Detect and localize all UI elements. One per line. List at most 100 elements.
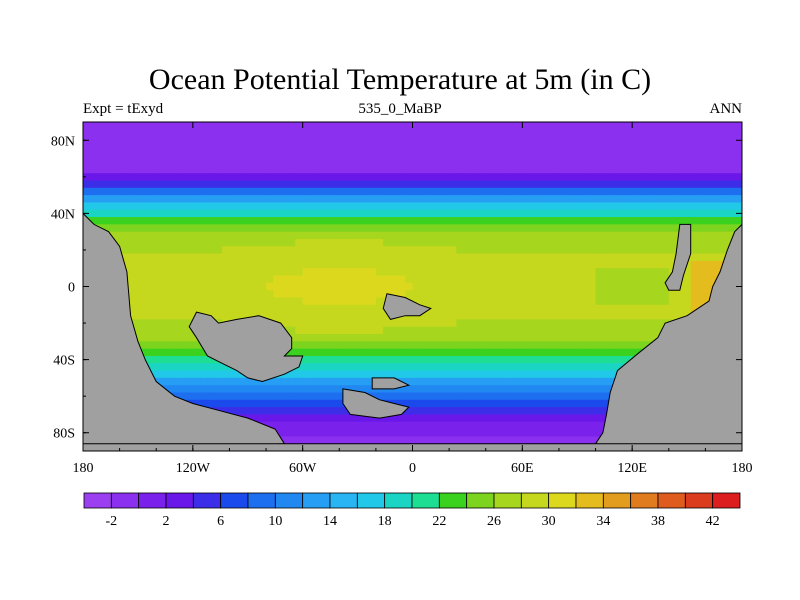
field-cell [493,158,501,167]
field-cell [185,202,194,211]
field-cell [610,297,619,306]
field-cell [544,341,553,350]
field-cell [170,377,179,386]
field-cell [185,260,194,269]
field-cell [236,202,245,211]
field-cell [522,399,531,408]
field-cell [419,341,428,350]
field-cell [500,246,509,255]
field-cell [397,202,406,211]
field-cell [463,348,472,357]
field-cell [288,407,296,416]
field-cell [507,158,516,167]
field-cell [368,246,377,255]
field-cell [617,217,626,225]
field-cell [500,290,509,299]
field-cell [134,290,143,299]
field-cell [229,399,238,408]
field-cell [236,151,245,160]
field-cell [317,217,326,225]
field-cell [258,268,267,277]
field-cell [646,209,655,218]
field-cell [200,377,209,386]
field-cell [222,136,231,145]
field-cell [368,195,377,204]
field-cell [353,304,362,313]
field-cell [536,180,545,189]
field-cell [720,165,728,174]
field-cell [288,297,296,306]
field-cell [104,217,113,225]
field-cell [507,187,516,196]
field-cell [200,355,209,364]
field-cell [178,370,187,379]
field-cell [551,385,560,394]
y-tick-label: 80S [53,427,75,442]
field-cell [566,341,575,350]
field-cell [617,290,626,299]
field-cell [405,377,414,386]
field-cell [588,151,597,160]
field-cell [727,187,736,196]
field-cell [346,385,355,394]
field-cell [617,304,626,313]
field-cell [346,297,355,306]
field-cell [544,180,553,189]
field-cell [346,436,355,445]
field-cell [397,136,406,145]
field-cell [148,260,157,269]
field-cell [427,246,436,255]
field-cell [588,209,597,218]
field-cell [551,151,560,160]
field-cell [134,187,143,196]
field-cell [346,363,355,372]
field-cell [331,377,340,386]
field-cell [331,407,340,416]
colorbar-swatch [602,492,632,509]
field-cell [551,143,560,152]
field-cell [661,268,670,277]
field-cell [258,275,267,284]
field-cell [405,407,414,416]
field-cell [500,224,509,233]
field-cell [449,436,458,445]
field-cell [727,165,736,174]
field-cell [390,268,399,277]
field-cell [170,275,179,284]
field-cell [302,363,311,372]
field-cell [558,363,567,372]
field-cell [478,129,487,138]
field-cell [632,209,641,218]
field-cell [727,122,736,130]
field-cell [449,253,458,262]
field-cell [456,275,465,284]
field-cell [602,209,611,218]
field-cell [434,326,443,335]
field-cell [493,275,501,284]
field-cell [273,377,282,386]
field-cell [324,143,333,152]
field-cell [266,173,274,182]
field-cell [148,158,157,167]
field-cell [463,224,472,233]
field-cell [456,334,465,342]
field-cell [214,246,223,255]
field-cell [617,129,626,138]
field-cell [104,202,113,211]
field-cell [178,253,187,262]
field-cell [485,429,494,437]
field-cell [690,165,699,174]
field-cell [185,268,194,277]
field-cell [427,260,436,269]
field-cell [390,151,399,160]
field-cell [588,334,597,342]
field-cell [690,268,699,277]
field-cell [295,312,304,320]
field-cell [273,253,282,262]
field-cell [339,363,348,372]
field-cell [383,268,392,277]
field-cell [185,136,194,145]
field-cell [471,377,479,386]
field-cell [624,282,633,291]
field-cell [273,407,282,416]
